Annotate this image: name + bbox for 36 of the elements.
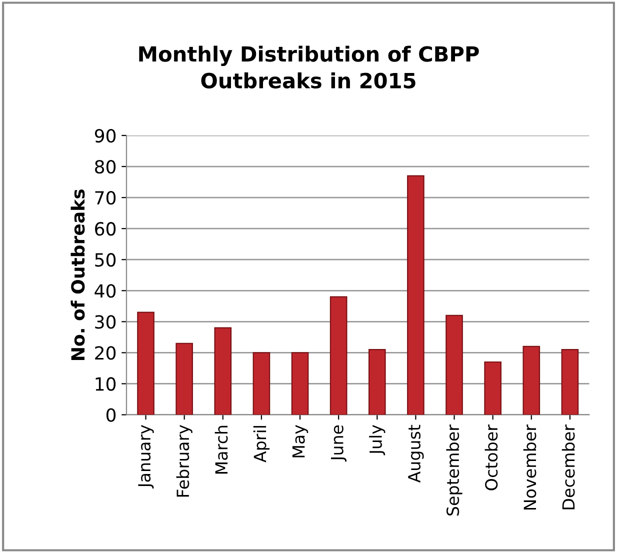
bar (407, 175, 424, 415)
x-tick-label: December (562, 424, 575, 510)
bar (214, 327, 232, 415)
bar (252, 352, 270, 415)
x-tick-label: March (214, 426, 228, 474)
y-tick-label: 0 (106, 408, 116, 422)
bar (368, 349, 386, 415)
bar (291, 352, 309, 415)
bar (176, 342, 193, 415)
y-tick-label: 10 (96, 377, 116, 391)
x-tick-label: May (292, 424, 308, 458)
y-tick-label: 20 (95, 346, 116, 360)
x-tick-label: April (253, 426, 270, 462)
y-tick-label: 40 (94, 284, 116, 298)
y-tick-label: 60 (95, 222, 116, 236)
x-tick-label: November (523, 424, 536, 510)
x-tick-label: February (176, 424, 192, 497)
bar (137, 312, 154, 415)
bar (330, 296, 348, 415)
x-tick-label: October (484, 424, 498, 490)
bar (446, 314, 463, 415)
chart-title: Monthly Distribution of CBPP Outbreaks in 2015 (139, 46, 479, 88)
x-tick-label: June (331, 425, 347, 462)
x-tick-label: January (138, 424, 154, 489)
y-axis-title: No. of Outbreaks (70, 189, 85, 360)
x-tick-label: July (369, 424, 386, 456)
y-tick-label: 70 (95, 191, 116, 205)
x-tick-label: September (446, 424, 462, 516)
bar (484, 361, 502, 415)
y-tick-label: 80 (95, 160, 116, 174)
y-tick-label: 90 (94, 128, 116, 143)
bar (561, 349, 579, 415)
y-tick-label: 30 (95, 315, 116, 329)
y-tick-label: 50 (95, 253, 116, 267)
x-tick-label: August (408, 424, 424, 483)
bar (522, 346, 540, 415)
